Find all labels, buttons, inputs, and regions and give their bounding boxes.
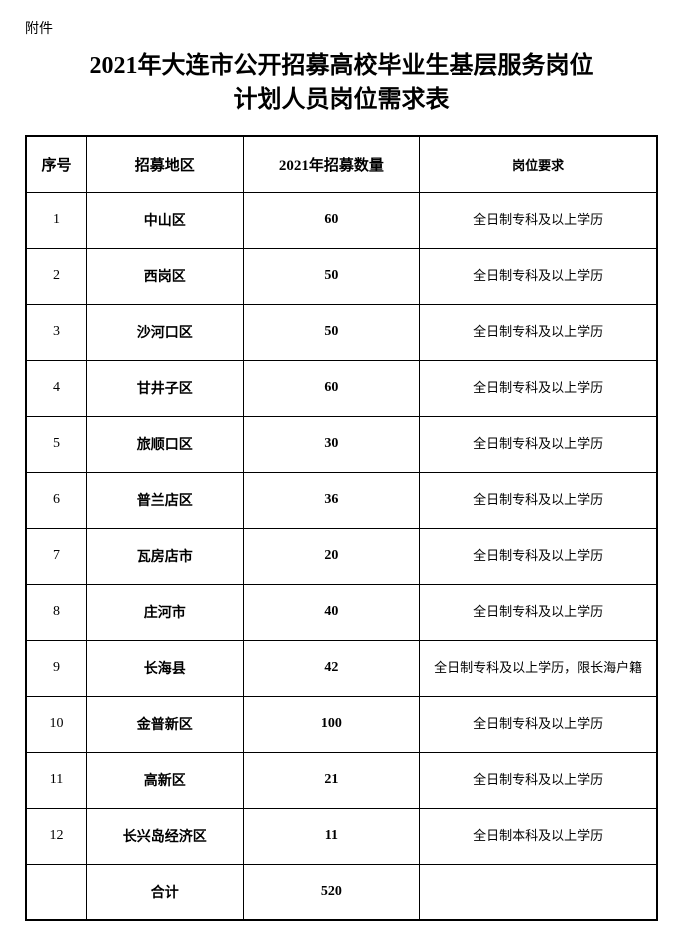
cell-region: 中山区	[87, 192, 243, 248]
cell-index: 6	[26, 472, 87, 528]
cell-quantity: 50	[243, 304, 420, 360]
cell-quantity: 40	[243, 584, 420, 640]
cell-region: 瓦房店市	[87, 528, 243, 584]
total-quantity: 520	[243, 864, 420, 920]
header-region: 招募地区	[87, 136, 243, 192]
table-row: 7 瓦房店市 20 全日制专科及以上学历	[26, 528, 657, 584]
header-requirement: 岗位要求	[420, 136, 657, 192]
cell-quantity: 36	[243, 472, 420, 528]
header-index: 序号	[26, 136, 87, 192]
cell-quantity: 50	[243, 248, 420, 304]
table-row: 1 中山区 60 全日制专科及以上学历	[26, 192, 657, 248]
cell-requirement: 全日制专科及以上学历	[420, 416, 657, 472]
table-body: 1 中山区 60 全日制专科及以上学历 2 西岗区 50 全日制专科及以上学历 …	[26, 192, 657, 920]
cell-requirement: 全日制专科及以上学历	[420, 360, 657, 416]
table-header-row: 序号 招募地区 2021年招募数量 岗位要求	[26, 136, 657, 192]
cell-requirement: 全日制专科及以上学历	[420, 304, 657, 360]
cell-index: 8	[26, 584, 87, 640]
cell-quantity: 42	[243, 640, 420, 696]
total-label: 合计	[87, 864, 243, 920]
cell-quantity: 20	[243, 528, 420, 584]
table-row: 9 长海县 42 全日制专科及以上学历，限长海户籍	[26, 640, 657, 696]
cell-region: 西岗区	[87, 248, 243, 304]
cell-index: 5	[26, 416, 87, 472]
cell-quantity: 60	[243, 360, 420, 416]
table-row: 6 普兰店区 36 全日制专科及以上学历	[26, 472, 657, 528]
title-line-2: 计划人员岗位需求表	[234, 87, 450, 113]
table-row: 12 长兴岛经济区 11 全日制本科及以上学历	[26, 808, 657, 864]
cell-requirement: 全日制专科及以上学历，限长海户籍	[420, 640, 657, 696]
cell-index: 10	[26, 696, 87, 752]
recruitment-table: 序号 招募地区 2021年招募数量 岗位要求 1 中山区 60 全日制专科及以上…	[25, 135, 658, 921]
cell-index: 9	[26, 640, 87, 696]
cell-requirement: 全日制专科及以上学历	[420, 248, 657, 304]
cell-region: 高新区	[87, 752, 243, 808]
cell-region: 普兰店区	[87, 472, 243, 528]
table-row: 8 庄河市 40 全日制专科及以上学历	[26, 584, 657, 640]
title-line-1: 2021年大连市公开招募高校毕业生基层服务岗位	[90, 53, 594, 79]
page-title: 2021年大连市公开招募高校毕业生基层服务岗位 计划人员岗位需求表	[25, 50, 658, 117]
cell-region: 庄河市	[87, 584, 243, 640]
total-empty-index	[26, 864, 87, 920]
cell-region: 旅顺口区	[87, 416, 243, 472]
total-empty-requirement	[420, 864, 657, 920]
cell-index: 7	[26, 528, 87, 584]
cell-quantity: 30	[243, 416, 420, 472]
table-row: 5 旅顺口区 30 全日制专科及以上学历	[26, 416, 657, 472]
cell-quantity: 11	[243, 808, 420, 864]
cell-requirement: 全日制专科及以上学历	[420, 192, 657, 248]
cell-index: 2	[26, 248, 87, 304]
attachment-label: 附件	[25, 18, 658, 38]
cell-region: 金普新区	[87, 696, 243, 752]
cell-region: 长兴岛经济区	[87, 808, 243, 864]
table-row: 4 甘井子区 60 全日制专科及以上学历	[26, 360, 657, 416]
cell-requirement: 全日制专科及以上学历	[420, 528, 657, 584]
header-quantity: 2021年招募数量	[243, 136, 420, 192]
table-row: 11 高新区 21 全日制专科及以上学历	[26, 752, 657, 808]
table-row: 2 西岗区 50 全日制专科及以上学历	[26, 248, 657, 304]
cell-region: 长海县	[87, 640, 243, 696]
table-row: 3 沙河口区 50 全日制专科及以上学历	[26, 304, 657, 360]
cell-index: 4	[26, 360, 87, 416]
cell-quantity: 100	[243, 696, 420, 752]
cell-requirement: 全日制专科及以上学历	[420, 696, 657, 752]
cell-requirement: 全日制专科及以上学历	[420, 752, 657, 808]
cell-index: 12	[26, 808, 87, 864]
cell-quantity: 60	[243, 192, 420, 248]
table-row: 10 金普新区 100 全日制专科及以上学历	[26, 696, 657, 752]
cell-quantity: 21	[243, 752, 420, 808]
cell-index: 3	[26, 304, 87, 360]
cell-region: 沙河口区	[87, 304, 243, 360]
table-total-row: 合计 520	[26, 864, 657, 920]
cell-requirement: 全日制本科及以上学历	[420, 808, 657, 864]
cell-index: 11	[26, 752, 87, 808]
cell-requirement: 全日制专科及以上学历	[420, 584, 657, 640]
cell-requirement: 全日制专科及以上学历	[420, 472, 657, 528]
cell-index: 1	[26, 192, 87, 248]
cell-region: 甘井子区	[87, 360, 243, 416]
